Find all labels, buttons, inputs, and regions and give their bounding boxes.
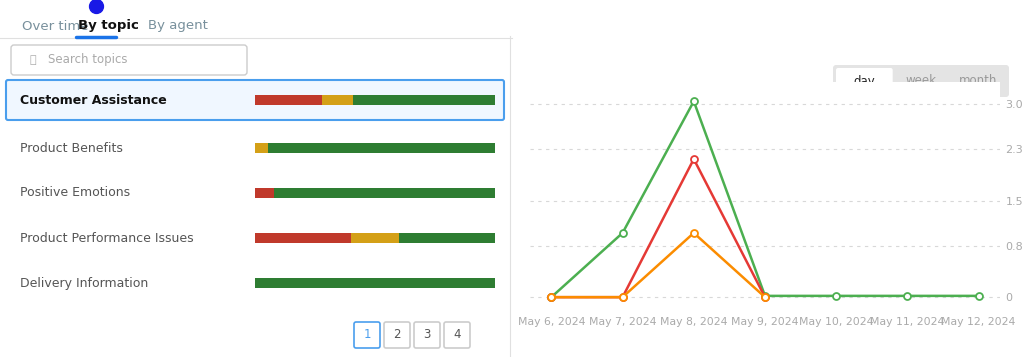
FancyBboxPatch shape — [833, 65, 1009, 97]
Bar — [255, 188, 274, 198]
FancyBboxPatch shape — [6, 80, 504, 120]
Bar — [399, 233, 495, 243]
Text: 🔍: 🔍 — [30, 55, 37, 65]
Text: Product Benefits: Product Benefits — [20, 141, 123, 155]
Bar — [255, 278, 495, 288]
FancyBboxPatch shape — [444, 322, 470, 348]
FancyBboxPatch shape — [836, 68, 893, 94]
Text: By topic: By topic — [78, 20, 139, 32]
FancyBboxPatch shape — [414, 322, 440, 348]
Text: day: day — [853, 75, 876, 87]
Bar — [274, 188, 495, 198]
Text: Customer Assistance: Customer Assistance — [20, 94, 167, 106]
FancyBboxPatch shape — [11, 45, 247, 75]
Bar — [323, 95, 353, 105]
Bar — [351, 233, 399, 243]
Text: 3: 3 — [423, 328, 431, 342]
Text: 2: 2 — [393, 328, 400, 342]
Bar — [255, 233, 351, 243]
Text: month: month — [958, 75, 996, 87]
Text: Search topics: Search topics — [48, 54, 128, 66]
Text: 1: 1 — [364, 328, 371, 342]
Bar — [255, 143, 268, 153]
FancyBboxPatch shape — [384, 322, 410, 348]
Text: Delivery Information: Delivery Information — [20, 277, 148, 290]
Text: Product Performance Issues: Product Performance Issues — [20, 231, 194, 245]
Bar — [255, 95, 323, 105]
Bar — [268, 143, 495, 153]
Text: Over time: Over time — [22, 20, 88, 32]
Text: By agent: By agent — [148, 20, 208, 32]
Text: Positive Emotions: Positive Emotions — [20, 186, 130, 200]
Text: week: week — [905, 75, 937, 87]
Text: 4: 4 — [454, 328, 461, 342]
FancyBboxPatch shape — [354, 322, 380, 348]
Bar — [353, 95, 495, 105]
